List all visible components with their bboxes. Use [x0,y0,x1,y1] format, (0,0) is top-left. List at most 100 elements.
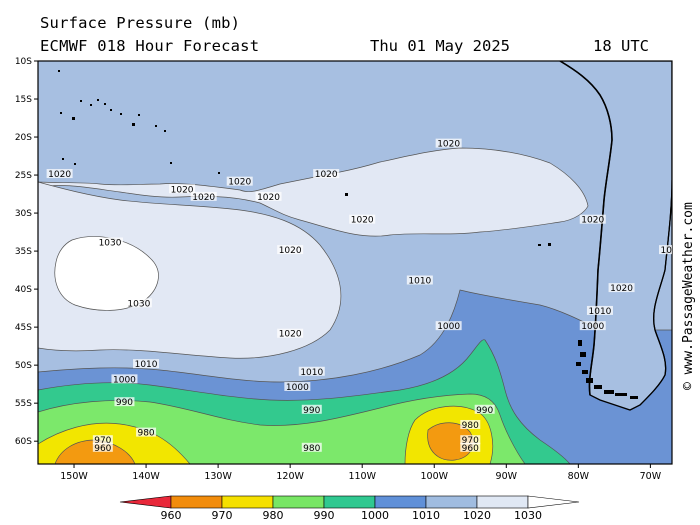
lat-label: 25S [15,171,32,181]
isobar-label-bg [277,328,304,338]
isobar-label-bg [190,191,217,201]
isobar-label-bg [46,169,73,179]
isobar-label-bg [435,321,462,331]
isobar-label-bg [435,138,462,148]
isobar-label-bg [579,321,606,331]
isobar-label-bg [579,214,606,224]
isobar-label-bg [460,435,481,445]
patagonia-islands [576,340,638,399]
chart-title: Surface Pressure (mb) [40,14,241,32]
isobar-label-bg [659,245,672,255]
lat-label: 40S [15,285,32,295]
isobar-label: 970 [462,436,479,446]
lat-label: 30S [15,209,32,219]
isobar-label-bg [313,169,340,179]
isobar-label-bg [133,359,160,369]
lon-label: 140W [132,471,160,482]
lon-label: 80W [568,471,590,482]
isobar-label: 1020 [228,178,251,188]
isobar-label-bg [298,366,325,376]
isobar-label-bg [169,184,196,194]
latitude-axis: 10S 15S 20S 25S 30S 35S 40S 45S 50S 55S 60S [15,57,38,447]
isobar-label: 980 [137,429,154,439]
isobar-labels: 1030103010201020102010201020102010201020… [46,138,684,454]
longitude-axis: 150W 140W 130W 120W 110W 100W 90W 80W 70W [60,464,662,482]
isobar-label: 1020 [192,193,215,203]
isobar-label: 1010 [300,368,323,378]
lat-label: 60S [15,437,32,447]
isobar-label: 1010 [135,360,158,370]
isobar-label: 990 [116,398,133,408]
lon-label: 150W [60,471,88,482]
isobar-label-bg [301,442,322,452]
isobar-label-bg [608,283,635,293]
isobar-label-bg [136,427,157,437]
isobar-label: 1010 [408,277,431,287]
isobar-label-bg [460,419,481,429]
isobar-label-bg [474,404,495,414]
isobar-label: 1020 [351,216,374,226]
lat-label: 35S [15,247,32,257]
isobar-label-bg [406,275,433,285]
isobar-label-bg [586,305,613,315]
lat-label: 50S [15,361,32,371]
colorbar-label: 990 [314,509,335,522]
colorbar-label: 980 [263,509,284,522]
colorbar-label: 1030 [514,509,542,522]
colorbar-label: 1000 [361,509,389,522]
colorbar-label: 1010 [412,509,440,522]
isobar-label-bg [92,435,113,445]
isobar-label-bg [125,298,152,308]
pacific-islands [58,70,551,246]
isobar-label: 980 [462,421,479,431]
isobar-label: 1010 [589,307,612,317]
lon-label: 90W [496,471,518,482]
colorbar-label: 970 [212,509,233,522]
lat-label: 15S [15,95,32,105]
lon-label: 110W [348,471,376,482]
isobar-label: 1010 [661,246,684,256]
colorbar-swatch [170,495,223,509]
isobar-label: 1020 [581,216,604,226]
band-above-1030 [54,236,159,311]
lat-label: 45S [15,323,32,333]
colorbar-swatch [476,495,529,509]
isobar-label: 1020 [48,170,71,180]
colorbar-swatch [221,495,274,509]
isobar-label: 1000 [581,322,604,332]
isobar-label: 960 [94,444,111,454]
isobar-label-bg [255,191,282,201]
isobar-label: 1030 [127,299,150,309]
isobar-label: 1000 [437,322,460,332]
isobar-label: 1020 [315,170,338,180]
lat-label: 20S [15,133,32,143]
credit-text: © www.PassageWeather.com [681,202,696,390]
isobar-label: 1020 [171,185,194,195]
credit-label: © www.PassageWeather.com [681,202,696,390]
isobar-label-bg [460,442,481,452]
isobar-label-bg [226,176,253,186]
pressure-colorbar: 960 970 980 990 1000 1010 1020 1030 [119,495,580,522]
lon-label: 70W [640,471,662,482]
forecast-time: 18 UTC [593,37,649,55]
forecast-date: Thu 01 May 2025 [370,37,510,55]
band-1020-1030-west [38,181,342,359]
lon-label: 130W [204,471,232,482]
isobar-label-bg [92,442,113,452]
isobar-label: 990 [303,406,320,416]
colorbar-swatch [119,495,172,509]
isobar-label: 1020 [437,140,460,150]
isobar-label: 980 [303,444,320,454]
band-1020-1030-north [38,147,589,237]
colorbar-swatch [323,495,376,509]
isobar-label: 970 [94,436,111,446]
colorbar-swatch [272,495,325,509]
isobar-label: 990 [476,406,493,416]
isobar-fill [38,61,672,464]
isobar-label: 1000 [286,383,309,393]
isobar-label: 1000 [113,375,136,385]
isobar-label-bg [349,214,376,224]
argentina-coastline [639,179,672,406]
isobar-label: 1020 [279,330,302,340]
isobar-label: 1030 [99,238,122,248]
